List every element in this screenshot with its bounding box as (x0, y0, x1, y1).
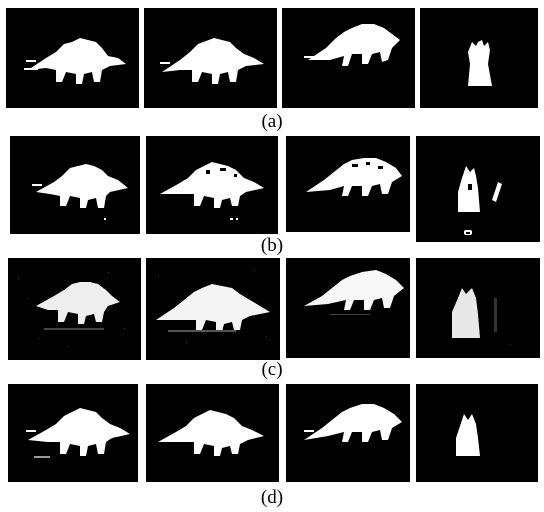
panel-b-4 (416, 136, 540, 242)
row-c: (c) (0, 256, 544, 380)
panel-c-4 (416, 258, 540, 358)
caption-a: (a) (261, 111, 283, 132)
row-a: (a) (0, 0, 544, 132)
row-b: (b) (0, 132, 544, 256)
panel-a-1 (6, 8, 139, 108)
row-d: (d) (0, 380, 544, 512)
panel-a-3 (282, 8, 415, 108)
panel-d-2 (146, 384, 279, 482)
caption-c: (c) (261, 359, 283, 380)
panel-c-2 (146, 258, 280, 360)
panel-d-4 (416, 384, 538, 482)
panel-b-2 (146, 136, 278, 234)
panel-d-3 (286, 384, 410, 482)
caption-b: (b) (260, 235, 284, 256)
panel-d-1 (8, 384, 138, 482)
panel-b-3 (286, 136, 410, 232)
panel-a-4 (420, 8, 538, 108)
caption-d: (d) (260, 487, 284, 508)
panel-c-1 (8, 258, 141, 360)
panel-a-2 (144, 8, 277, 108)
panel-c-3 (286, 258, 410, 358)
panel-b-1 (10, 136, 140, 234)
